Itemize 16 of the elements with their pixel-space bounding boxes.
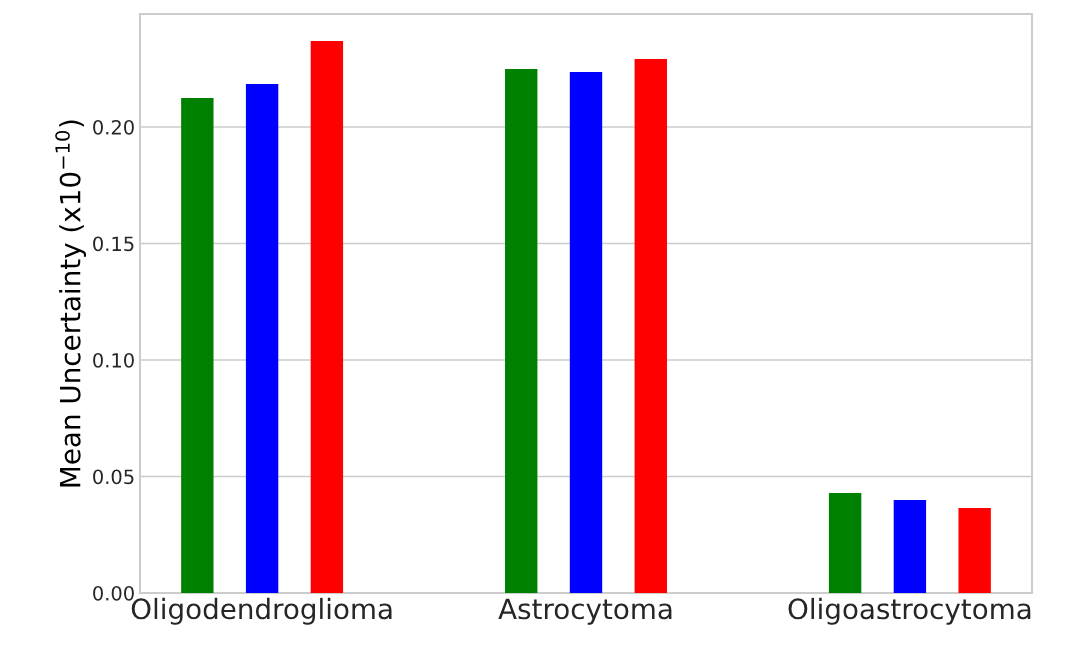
y-tick-label: 0.05 [93, 469, 134, 485]
x-tick-label: Astrocytoma [498, 598, 672, 625]
y-tick-label: 0.15 [93, 236, 134, 252]
y-tick-label: 0.10 [93, 352, 134, 368]
bar [828, 493, 862, 593]
bar [569, 72, 603, 593]
bar [634, 58, 667, 593]
bar [310, 41, 344, 593]
y-axis-title: Mean Uncertainty (x10$^{−10}$) [55, 120, 87, 487]
bar [958, 507, 991, 593]
x-tick-label: Oligoastrocytoma [788, 597, 1031, 625]
bar [181, 98, 214, 593]
bar [245, 83, 279, 593]
y-tick-label: 0.20 [93, 119, 134, 135]
bar [505, 68, 538, 593]
bar [893, 500, 927, 593]
